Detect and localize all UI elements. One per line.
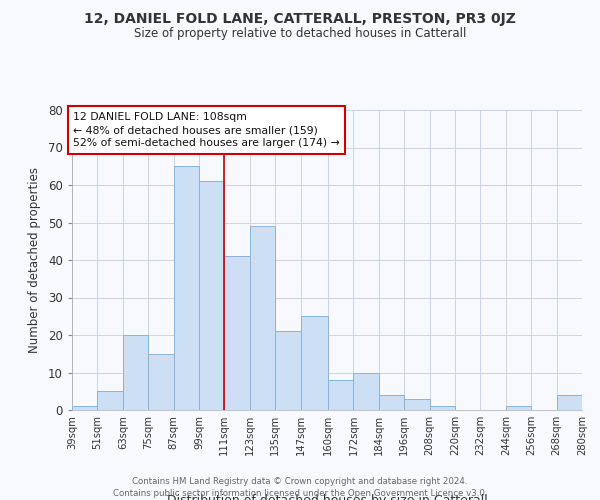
Bar [250, 226, 275, 410]
Bar [199, 181, 224, 410]
Bar [404, 399, 430, 410]
Text: Contains HM Land Registry data © Crown copyright and database right 2024.: Contains HM Land Registry data © Crown c… [132, 478, 468, 486]
Bar [173, 166, 199, 410]
Bar [506, 406, 531, 410]
Bar [301, 316, 328, 410]
Text: 12 DANIEL FOLD LANE: 108sqm
← 48% of detached houses are smaller (159)
52% of se: 12 DANIEL FOLD LANE: 108sqm ← 48% of det… [73, 112, 340, 148]
Bar [224, 256, 250, 410]
Bar [275, 331, 301, 410]
Bar [430, 406, 455, 410]
Bar [379, 395, 404, 410]
Bar [353, 372, 379, 410]
Bar [97, 391, 123, 410]
Y-axis label: Number of detached properties: Number of detached properties [28, 167, 41, 353]
Text: Size of property relative to detached houses in Catterall: Size of property relative to detached ho… [134, 28, 466, 40]
Text: Contains public sector information licensed under the Open Government Licence v3: Contains public sector information licen… [113, 489, 487, 498]
Bar [328, 380, 353, 410]
Bar [148, 354, 173, 410]
X-axis label: Distribution of detached houses by size in Catterall: Distribution of detached houses by size … [167, 494, 487, 500]
Bar [557, 395, 582, 410]
Text: 12, DANIEL FOLD LANE, CATTERALL, PRESTON, PR3 0JZ: 12, DANIEL FOLD LANE, CATTERALL, PRESTON… [84, 12, 516, 26]
Bar [123, 335, 148, 410]
Bar [72, 406, 97, 410]
